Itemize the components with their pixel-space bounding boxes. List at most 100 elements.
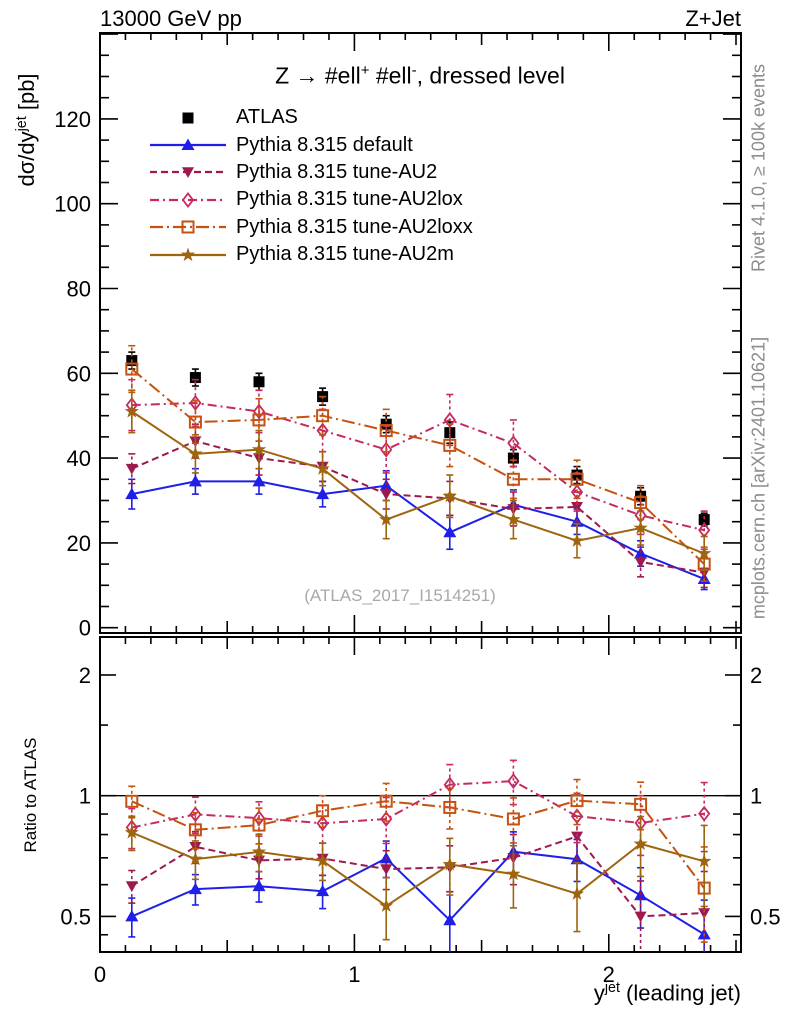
data-point-marker xyxy=(125,362,139,376)
series-au2lox-points xyxy=(125,759,711,857)
legend-swatch-square-filled xyxy=(182,112,194,124)
data-point-marker xyxy=(380,810,393,827)
main-y-tick-label: 100 xyxy=(54,192,91,217)
main-y-tick-label: 80 xyxy=(67,277,91,302)
legend-swatch-star-filled xyxy=(150,247,226,261)
data-point-marker xyxy=(316,409,330,423)
x-axis-label: yjet (leading jet) xyxy=(594,980,741,1006)
data-point-marker xyxy=(443,411,456,428)
data-point-marker xyxy=(251,844,267,858)
data-point-marker xyxy=(442,856,457,871)
data-point-marker xyxy=(379,512,394,526)
data-point-marker xyxy=(189,372,201,384)
legend-item-atlas: ATLAS xyxy=(148,104,473,131)
legend-swatch-triangle-down-filled xyxy=(150,167,226,179)
ratio-y-tick-label: 1 xyxy=(750,784,762,809)
series-default-line xyxy=(131,850,705,936)
data-point-marker xyxy=(634,557,647,568)
data-point-marker xyxy=(316,815,329,832)
data-point-marker xyxy=(570,794,584,808)
data-point-marker xyxy=(380,489,393,501)
data-point-marker xyxy=(181,220,195,234)
data-point-marker xyxy=(697,853,712,868)
data-point-marker xyxy=(698,514,710,526)
data-point-marker xyxy=(253,376,265,388)
data-point-marker xyxy=(443,525,457,538)
ratio-y-tick-label: 0.5 xyxy=(750,904,781,929)
data-point-marker xyxy=(316,884,330,897)
legend-swatch-square-open xyxy=(150,220,226,234)
x-tick-label: 0 xyxy=(94,962,106,987)
legend-item-default: Pythia 8.315 default xyxy=(148,131,473,158)
data-point-marker xyxy=(125,463,138,475)
series-au2-points xyxy=(125,815,711,952)
legend-label: Pythia 8.315 default xyxy=(236,133,413,156)
series-au2loxx-points xyxy=(125,344,711,582)
data-point-marker xyxy=(252,879,266,892)
series-atlas-points xyxy=(126,351,710,527)
data-point-marker xyxy=(188,851,203,866)
plain-text: Z → #ell xyxy=(275,62,361,89)
data-point-marker xyxy=(188,446,203,460)
legend-item-au2lox: Pythia 8.315 tune-AU2lox xyxy=(148,186,473,213)
data-point-marker xyxy=(124,403,139,418)
data-point-marker xyxy=(442,488,457,503)
data-point-marker xyxy=(316,487,330,500)
main-y-tick-label: 20 xyxy=(67,531,91,556)
x-tick-label: 1 xyxy=(348,962,360,987)
plain-text: #ell xyxy=(369,62,412,89)
plain-text: [pb] xyxy=(14,73,40,117)
data-point-marker xyxy=(443,800,457,814)
plain-text: , dressed level xyxy=(416,62,565,89)
data-point-marker xyxy=(188,415,202,429)
data-point-marker xyxy=(634,911,647,923)
legend-label: Pythia 8.315 tune-AU2loxx xyxy=(236,215,473,238)
data-point-marker xyxy=(181,191,195,208)
data-point-marker xyxy=(633,520,648,535)
data-point-marker xyxy=(634,496,648,510)
data-point-marker xyxy=(252,818,266,832)
legend-item-au2loxx: Pythia 8.315 tune-AU2loxx xyxy=(148,214,473,241)
data-point-marker xyxy=(380,441,393,458)
plot-title: Z → #ell+ #ell-, dressed level xyxy=(275,62,565,90)
data-point-marker xyxy=(506,512,521,526)
data-point-marker xyxy=(252,413,266,427)
series-au2loxx-line xyxy=(131,799,705,889)
ratio-panel-series xyxy=(124,759,712,952)
series-au2-points xyxy=(125,423,711,589)
series-default-points xyxy=(125,467,711,591)
legend-swatch-triangle-up-filled xyxy=(150,138,226,151)
data-point-marker xyxy=(379,794,393,808)
data-point-marker xyxy=(443,913,457,926)
plain-text: y xyxy=(593,980,605,1006)
series-au2lox-line xyxy=(131,401,705,532)
data-point-marker xyxy=(315,461,330,475)
series-default-points xyxy=(125,831,711,952)
main-panel-frame xyxy=(99,32,742,634)
legend-label: Pythia 8.315 tune-AU2 xyxy=(236,160,438,183)
data-point-marker xyxy=(315,853,330,867)
data-point-marker xyxy=(182,112,194,124)
series-au2m-line xyxy=(131,831,705,908)
superscript-text: jet xyxy=(604,980,620,996)
rivet-version-label: Rivet 4.1.0, ≥ 100k events xyxy=(748,64,769,272)
data-point-marker xyxy=(506,812,520,826)
data-point-marker xyxy=(507,773,520,790)
data-point-marker xyxy=(507,435,520,452)
superscript-text: + xyxy=(360,62,370,79)
main-y-tick-label: 60 xyxy=(67,361,91,386)
legend-item-au2: Pythia 8.315 tune-AU2 xyxy=(148,159,473,186)
legend-swatch-diamond-open xyxy=(150,191,226,208)
data-point-marker xyxy=(379,898,394,912)
main-panel-series xyxy=(124,344,712,591)
data-point-marker xyxy=(506,472,520,486)
main-y-tick-label: 120 xyxy=(54,107,91,132)
series-au2m-points xyxy=(124,815,712,941)
data-point-marker xyxy=(697,546,712,560)
ratio-y-tick-label: 2 xyxy=(750,663,762,688)
main-y-tick-label: 0 xyxy=(79,616,91,641)
ratio-y-tick-label: 1 xyxy=(79,784,91,809)
legend-label: Pythia 8.315 tune-AU2lox xyxy=(236,188,463,211)
